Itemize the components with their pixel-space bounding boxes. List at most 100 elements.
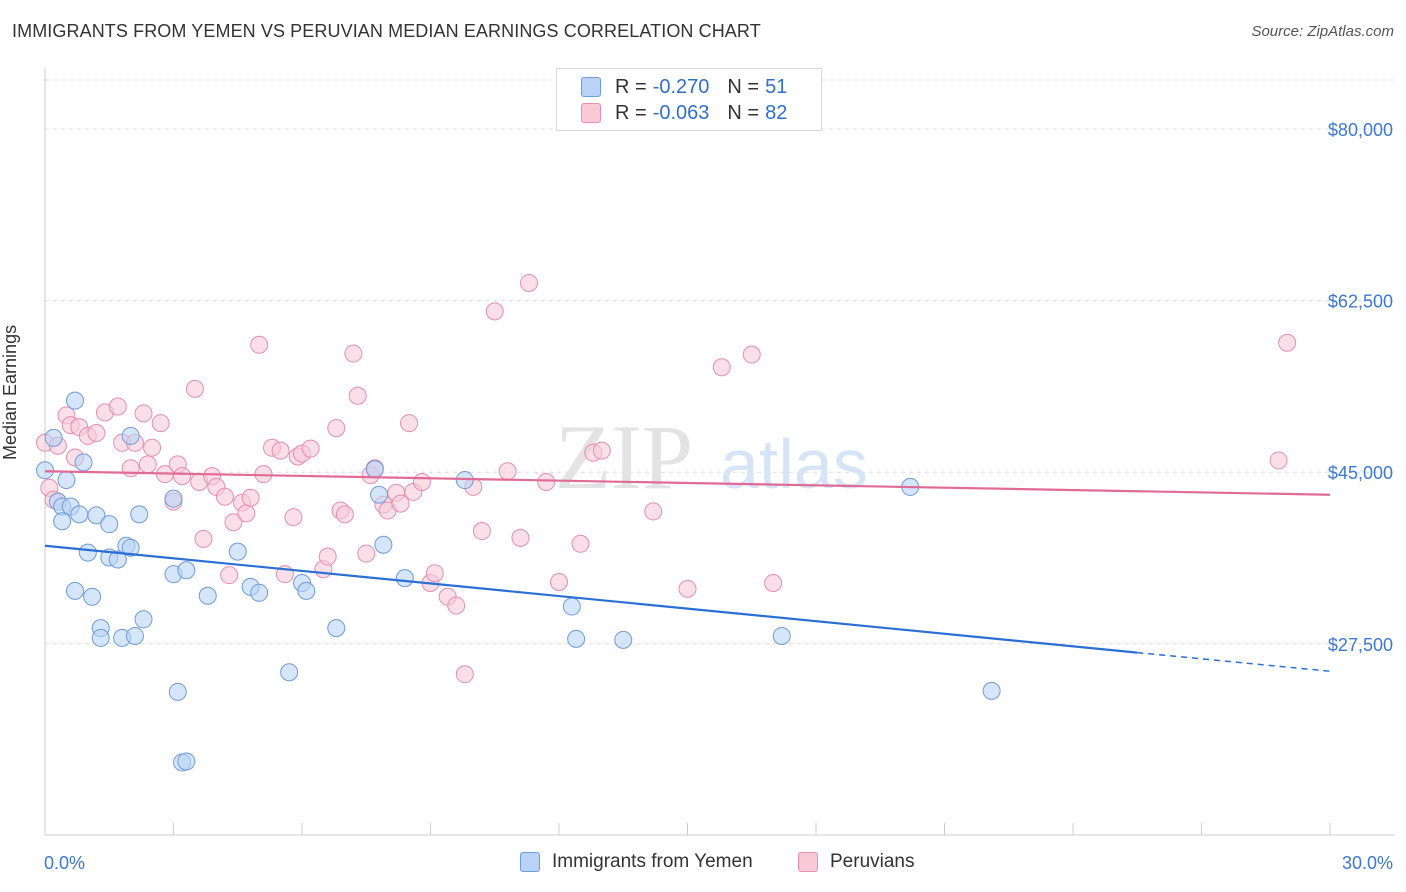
yemen-point <box>395 569 414 588</box>
yemen-point <box>83 587 102 606</box>
bottom-legend-label: Peruvians <box>830 851 915 872</box>
yemen-point <box>562 597 581 616</box>
yemen-point <box>53 512 72 531</box>
bottom-legend-label: Immigrants from Yemen <box>552 851 753 872</box>
yemen-point <box>374 535 393 554</box>
peruvian-point <box>1269 451 1288 470</box>
yemen-trend-extension <box>1137 651 1331 672</box>
peruvian-point <box>134 404 153 423</box>
chart-title: IMMIGRANTS FROM YEMEN VS PERUVIAN MEDIAN… <box>12 21 761 41</box>
bottom-legend-swatch-blue <box>520 852 540 872</box>
source-label: Source: ZipAtlas.com <box>1251 23 1394 40</box>
peruvian-point <box>284 508 303 527</box>
legend-n-label: N = <box>727 101 760 124</box>
peruvian-point <box>764 574 783 593</box>
yemen-point <box>70 505 89 524</box>
peruvian-point <box>391 494 410 513</box>
watermark-atlas: atlas <box>720 425 868 503</box>
legend-row-yemen: R = -0.270 N = 51 <box>581 74 787 100</box>
x-tick-label: 30.0% <box>1342 853 1393 873</box>
bottom-legend-yemen: Immigrants from Yemen <box>520 851 753 873</box>
peruvian-trend-line <box>44 470 1331 496</box>
peruvian-point <box>425 564 444 583</box>
peruvian-point <box>237 504 256 523</box>
yemen-point <box>125 626 144 645</box>
yemen-point <box>177 752 196 771</box>
peruvian-point <box>712 358 731 377</box>
trend-lines <box>44 470 1331 672</box>
peruvian-point <box>1278 333 1297 352</box>
peruvian-point <box>678 579 697 598</box>
peruvian-point <box>335 505 354 524</box>
legend-swatch-blue <box>581 77 601 97</box>
yemen-point <box>370 485 389 504</box>
peruvian-point <box>412 473 431 492</box>
peruvian-point <box>592 441 611 460</box>
peruvians-points <box>36 273 1297 684</box>
peruvian-point <box>87 423 106 442</box>
peruvian-point <box>344 344 363 363</box>
yemen-point <box>100 515 119 534</box>
legend-n-value: 51 <box>765 75 788 98</box>
yemen-point <box>365 460 384 479</box>
legend-r-value: -0.063 <box>652 101 710 124</box>
y-tick-label: $62,500 <box>1328 292 1393 312</box>
yemen-point <box>65 581 84 600</box>
yemen-point <box>168 682 187 701</box>
peruvian-point <box>215 487 234 506</box>
legend-n-label: N = <box>727 75 760 98</box>
peruvian-point <box>327 419 346 438</box>
bottom-legend-swatch-pink <box>798 852 818 872</box>
peruvian-point <box>138 455 157 474</box>
yemen-points <box>36 391 1001 772</box>
yemen-point <box>130 505 149 524</box>
peruvian-point <box>455 665 474 684</box>
yemen-point <box>177 561 196 580</box>
watermark-zip: ZIP <box>555 406 693 508</box>
yemen-point <box>297 581 316 600</box>
legend-r-label: R = <box>615 75 647 98</box>
yemen-point <box>567 629 586 648</box>
yemen-point <box>87 506 106 525</box>
y-tick-label: $45,000 <box>1328 463 1393 483</box>
yemen-point <box>250 583 269 602</box>
y-axis-label: Median Earnings <box>0 324 20 460</box>
peruvian-point <box>220 566 239 585</box>
yemen-point <box>57 471 76 490</box>
yemen-point <box>198 586 217 605</box>
yemen-point <box>164 489 183 508</box>
peruvian-point <box>143 438 162 457</box>
peruvian-point <box>173 467 192 486</box>
peruvian-point <box>348 386 367 405</box>
yemen-point <box>228 542 247 561</box>
peruvian-point <box>511 528 530 547</box>
legend-swatch-pink <box>581 103 601 123</box>
legend-r-value: -0.270 <box>652 75 710 98</box>
peruvian-point <box>151 414 170 433</box>
peruvian-point <box>644 502 663 521</box>
yemen-trend-line <box>44 544 1138 654</box>
x-tick-label: 0.0% <box>44 853 85 873</box>
peruvian-point <box>301 439 320 458</box>
peruvian-point <box>571 534 590 553</box>
yemen-point <box>982 681 1001 700</box>
peruvian-point <box>108 397 127 416</box>
legend-n-value: 82 <box>765 101 788 124</box>
yemen-point <box>327 619 346 638</box>
peruvian-point <box>472 522 491 541</box>
yemen-point <box>121 426 140 445</box>
peruvian-point <box>318 547 337 566</box>
yemen-point <box>74 453 93 472</box>
peruvian-point <box>742 345 761 364</box>
legend-r-label: R = <box>615 101 647 124</box>
peruvian-point <box>550 573 568 592</box>
peruvian-point <box>241 488 260 507</box>
y-tick-label: $80,000 <box>1328 120 1393 140</box>
peruvian-point <box>357 544 376 563</box>
yemen-point <box>78 543 97 562</box>
bottom-legend-peruvians: Peruvians <box>798 851 915 873</box>
yemen-point <box>280 663 299 682</box>
peruvian-point <box>185 379 204 398</box>
yemen-point <box>91 628 110 647</box>
yemen-point <box>65 391 84 410</box>
